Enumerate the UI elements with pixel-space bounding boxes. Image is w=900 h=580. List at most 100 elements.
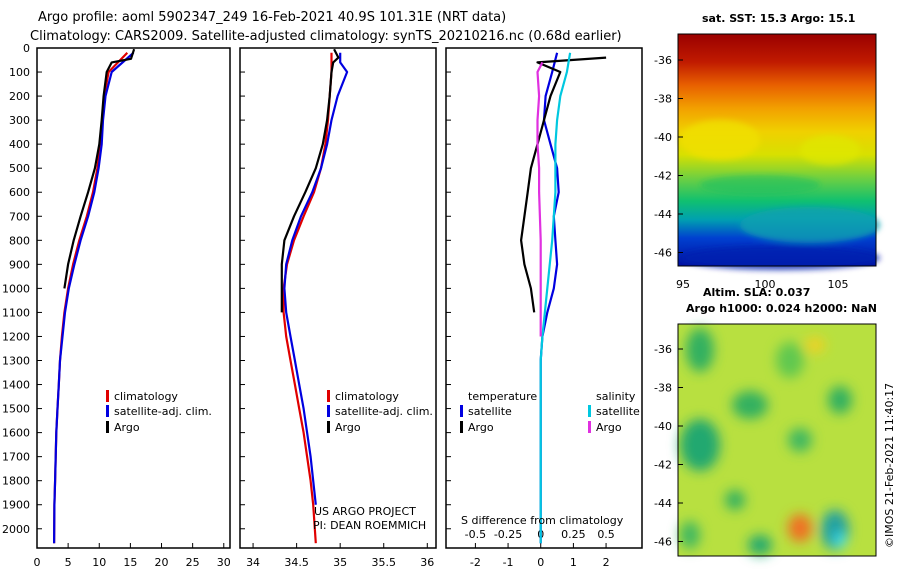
sst-axes: -36 -38 -40 -42 -44 -46 95 100 105 bbox=[654, 54, 848, 291]
x-tick-label: 35.5 bbox=[371, 556, 396, 569]
x-tick-label: 20 bbox=[155, 556, 169, 569]
sst-lat-label: -38 bbox=[654, 93, 672, 106]
depth-tick-label: 900 bbox=[9, 258, 30, 271]
temp-legend: climatology satellite-adj. clim. Argo bbox=[106, 390, 212, 434]
x-tick-label: 34.5 bbox=[284, 556, 309, 569]
diff-series bbox=[519, 52, 607, 544]
sla-lat-label: -36 bbox=[654, 343, 672, 356]
depth-tick-label: 200 bbox=[9, 90, 30, 103]
sst-map: -36 -38 -40 -42 -44 -46 95 100 105 bbox=[654, 33, 880, 291]
series-line bbox=[519, 56, 607, 313]
legend3-temp-sat-swatch bbox=[460, 405, 463, 417]
legend2-clim-label: climatology bbox=[335, 390, 399, 403]
series-line bbox=[280, 48, 340, 313]
depth-tick-label: 1300 bbox=[2, 355, 30, 368]
x-tick-label: 1 bbox=[570, 556, 577, 569]
legend2-sat-label: satellite-adj. clim. bbox=[335, 405, 433, 418]
top-x-tick-label: -0.5 bbox=[465, 528, 486, 541]
sst-lon-label: 105 bbox=[828, 278, 849, 291]
legend2-argo-swatch bbox=[327, 421, 330, 433]
legend3-sal-head: salinity bbox=[596, 390, 636, 403]
top-x-tick-label: 0.25 bbox=[561, 528, 586, 541]
x-tick-label: 35 bbox=[333, 556, 347, 569]
x-tick-label: 25 bbox=[186, 556, 200, 569]
sst-lat-label: -40 bbox=[654, 131, 672, 144]
depth-tick-label: 800 bbox=[9, 234, 30, 247]
sal-legend: climatology satellite-adj. clim. Argo bbox=[327, 390, 433, 434]
depth-tick-label: 0 bbox=[23, 42, 30, 55]
sla-axes: -36 -38 -40 -42 -44 -46 bbox=[654, 343, 683, 549]
temp-panel-frame bbox=[36, 47, 231, 549]
legend-sat-swatch bbox=[106, 405, 109, 417]
series-line bbox=[282, 52, 333, 544]
temp-x-axis: 0 5 10 15 20 25 30 bbox=[34, 543, 231, 569]
depth-tick-label: 1500 bbox=[2, 403, 30, 416]
sla-frame bbox=[677, 323, 877, 557]
series-line bbox=[539, 52, 572, 544]
sst-lat-label: -46 bbox=[654, 247, 672, 260]
legend3-temp-argo: Argo bbox=[468, 421, 494, 434]
depth-tick-label: 600 bbox=[9, 186, 30, 199]
x-tick-label: 15 bbox=[123, 556, 137, 569]
diff-x-axis: -2 -1 0 1 2 bbox=[470, 543, 610, 569]
x-tick-label: 2 bbox=[603, 556, 610, 569]
series-line bbox=[53, 52, 129, 544]
legend3-temp-argo-swatch bbox=[460, 421, 463, 433]
top-x-tick-label: -0.25 bbox=[494, 528, 522, 541]
sla-lat-label: -40 bbox=[654, 420, 672, 433]
depth-axis: 0 100 200 300 400 500 600 700 800 900 1000 1100 1200… bbox=[2, 42, 451, 536]
sla-label-1: Altim. SLA: 0.037 bbox=[703, 286, 810, 299]
depth-tick-label: 500 bbox=[9, 162, 30, 175]
depth-tick-label: 400 bbox=[9, 138, 30, 151]
diff-legend: temperature salinity satellite Argo sate… bbox=[460, 390, 640, 434]
legend3-temp-head: temperature bbox=[468, 390, 537, 403]
title-line2: Climatology: CARS2009. Satellite-adjuste… bbox=[30, 29, 622, 44]
sst-lon-label: 100 bbox=[755, 278, 776, 291]
legend-argo-label: Argo bbox=[114, 421, 140, 434]
sst-lat-label: -44 bbox=[654, 208, 672, 221]
sla-label-2: Argo h1000: 0.024 h2000: NaN bbox=[686, 302, 877, 315]
legend3-sal-sat: satellite bbox=[596, 405, 640, 418]
legend3-sal-sat-swatch bbox=[588, 405, 591, 417]
watermark: ©IMOS 21-Feb-2021 11:40:17 bbox=[883, 383, 896, 548]
legend-clim-label: climatology bbox=[114, 390, 178, 403]
sla-lat-label: -46 bbox=[654, 536, 672, 549]
sst-lat-label: -42 bbox=[654, 170, 672, 183]
top-x-tick-label: 0.5 bbox=[597, 528, 615, 541]
legend-argo-swatch bbox=[106, 421, 109, 433]
legend2-sat-swatch bbox=[327, 405, 330, 417]
sst-label: sat. SST: 15.3 Argo: 15.1 bbox=[702, 12, 855, 25]
sal-x-axis: 34 34.5 35 35.5 36 bbox=[246, 543, 434, 569]
legend2-clim-swatch bbox=[327, 390, 330, 402]
credit-line2: PI: DEAN ROEMMICH bbox=[313, 519, 426, 532]
x-tick-label: 0 bbox=[537, 556, 544, 569]
depth-tick-label: 100 bbox=[9, 66, 30, 79]
diff-axis-caption: S difference from climatology bbox=[461, 514, 624, 527]
depth-tick-label: 1600 bbox=[2, 427, 30, 440]
title-line1: Argo profile: aoml 5902347_249 16-Feb-20… bbox=[38, 10, 506, 25]
diff-panel-frame bbox=[445, 47, 643, 549]
legend3-temp-sat: satellite bbox=[468, 405, 512, 418]
depth-tick-label: 1100 bbox=[2, 306, 30, 319]
x-tick-label: 0 bbox=[34, 556, 41, 569]
sal-series bbox=[280, 48, 349, 544]
depth-tick-label: 2000 bbox=[2, 523, 30, 536]
x-tick-label: 34 bbox=[246, 556, 260, 569]
sst-frame bbox=[677, 33, 877, 267]
sla-lat-label: -42 bbox=[654, 459, 672, 472]
depth-tick-label: 1700 bbox=[2, 451, 30, 464]
x-tick-label: -1 bbox=[503, 556, 514, 569]
legend2-argo-label: Argo bbox=[335, 421, 361, 434]
sst-patches bbox=[680, 120, 880, 270]
credit-line1: US ARGO PROJECT bbox=[314, 505, 416, 518]
legend-sat-label: satellite-adj. clim. bbox=[114, 405, 212, 418]
depth-tick-label: 1900 bbox=[2, 499, 30, 512]
x-tick-label: 10 bbox=[92, 556, 106, 569]
sal-panel-frame bbox=[239, 47, 437, 549]
sla-lat-label: -38 bbox=[654, 382, 672, 395]
series-line bbox=[63, 48, 136, 289]
legend3-sal-argo: Argo bbox=[596, 421, 622, 434]
sla-blobs bbox=[680, 328, 852, 555]
series-line bbox=[283, 52, 349, 505]
